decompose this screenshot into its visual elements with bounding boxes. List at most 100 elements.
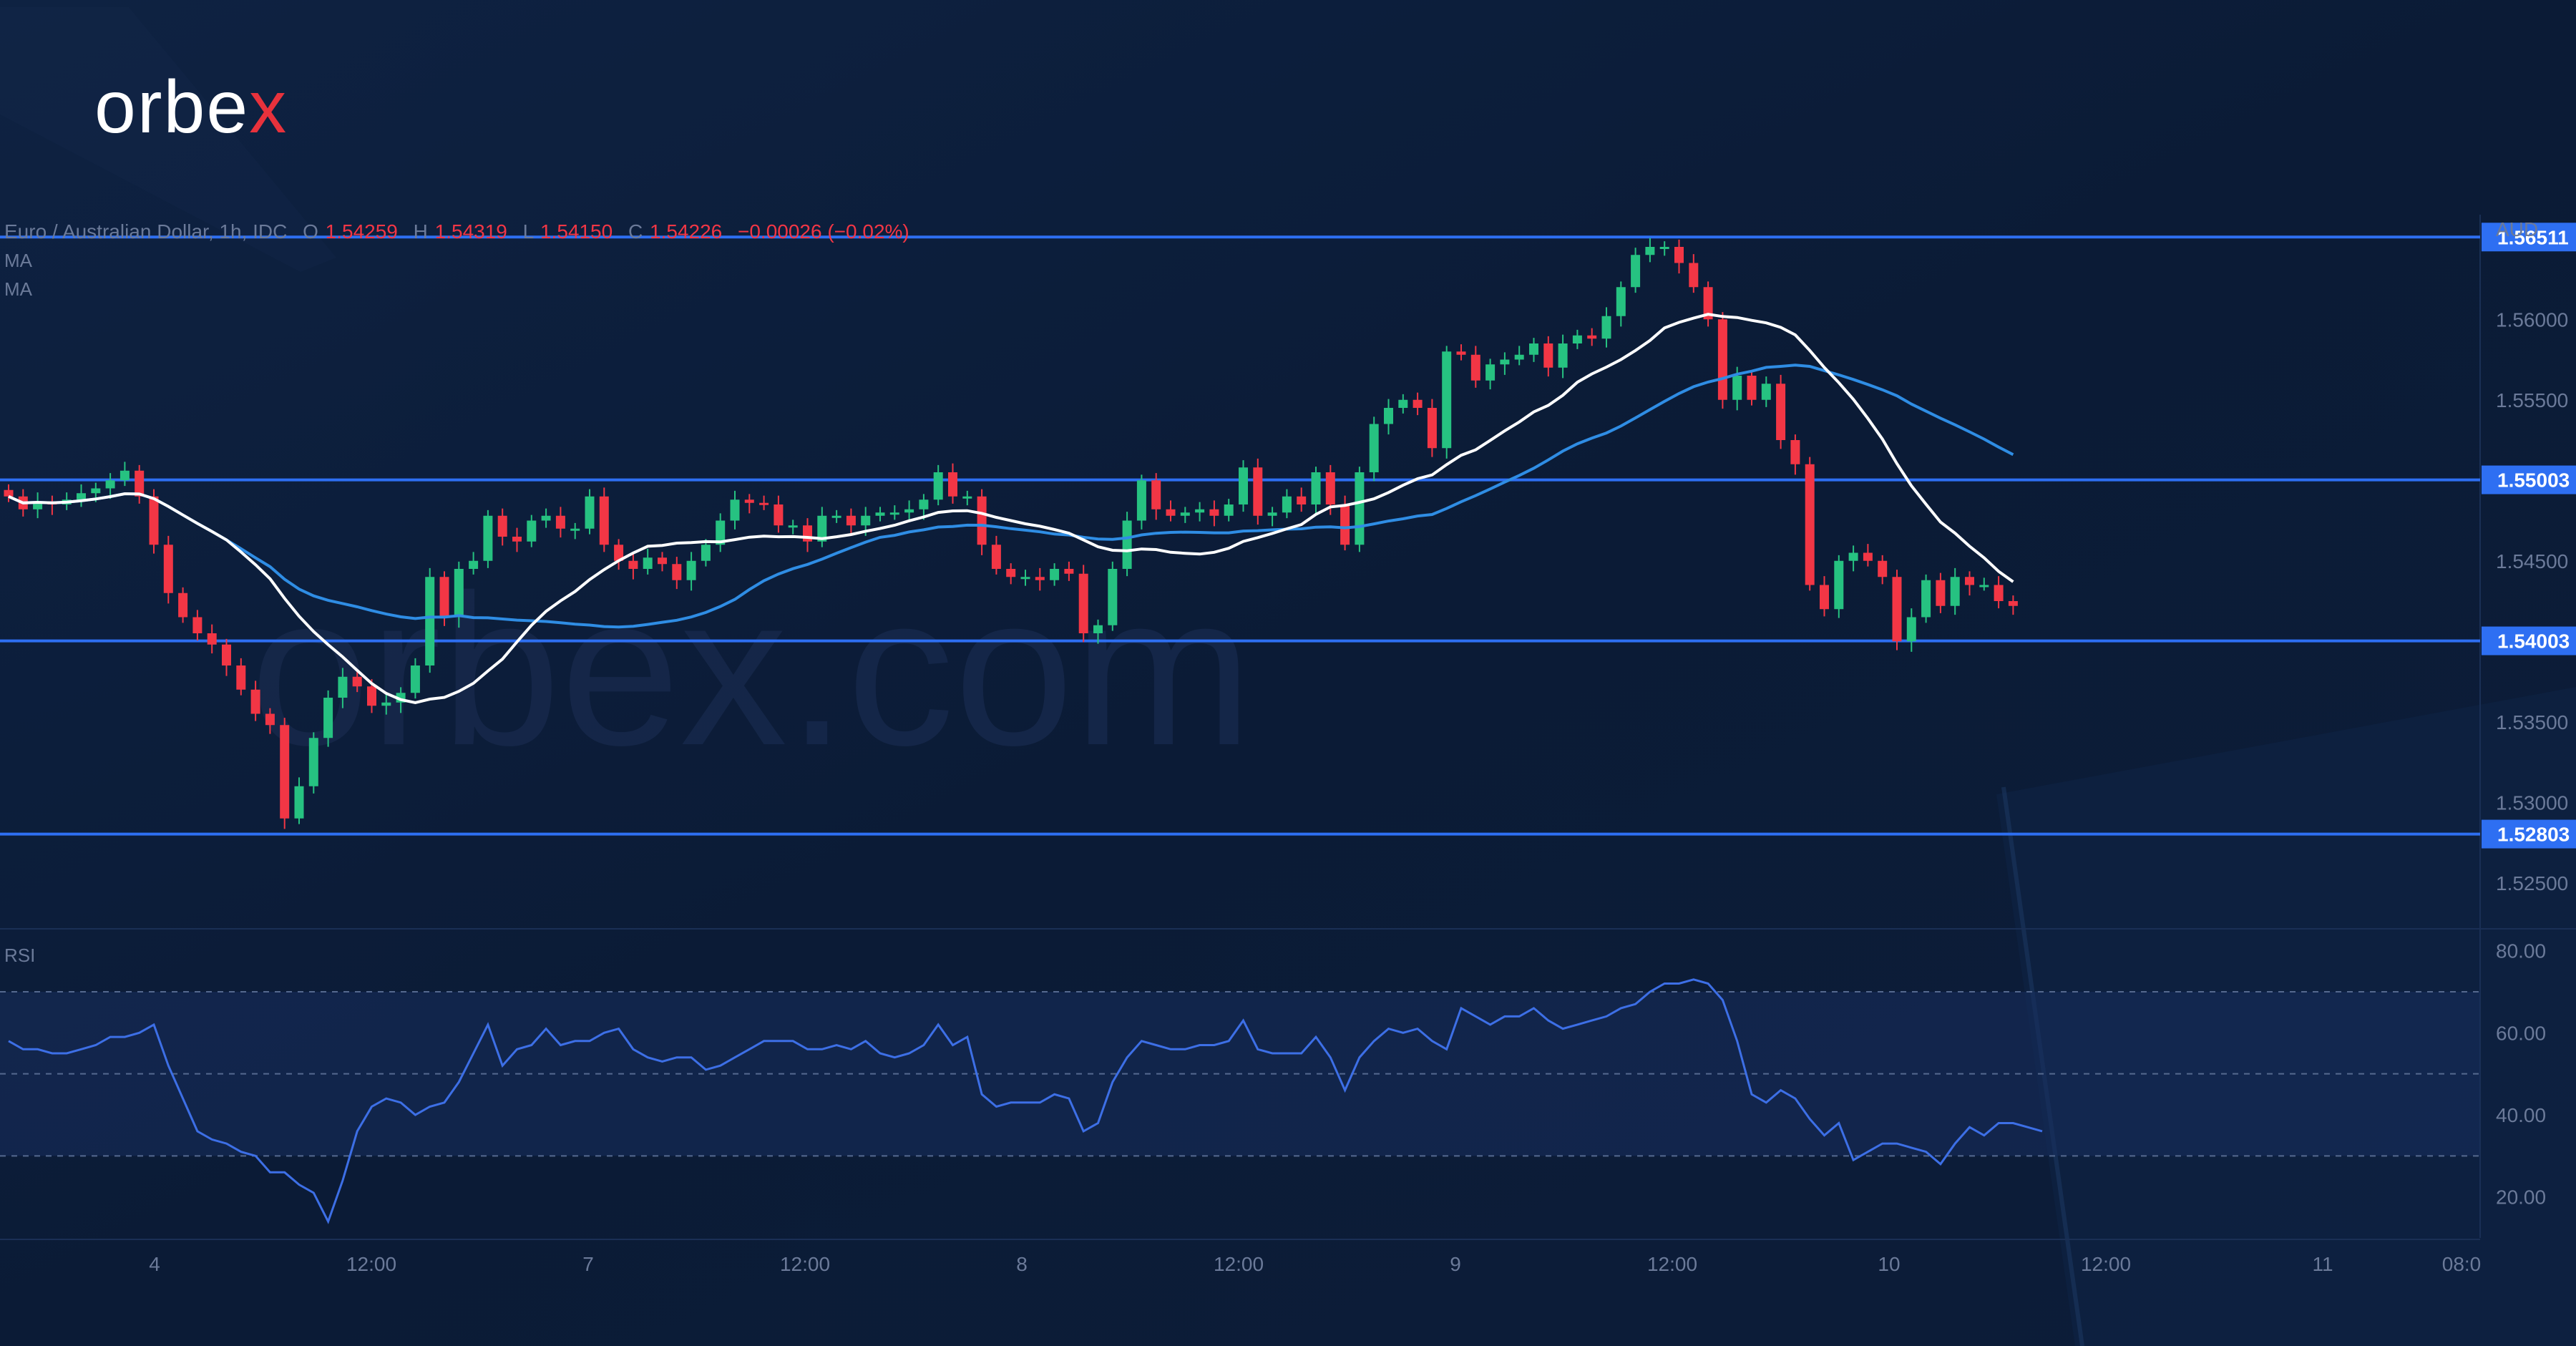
legend-o-value: 1.54259	[326, 220, 398, 243]
candle-body	[1703, 287, 1713, 320]
candle-body	[178, 592, 188, 618]
candle-body	[1427, 408, 1437, 449]
candle-body	[1863, 552, 1873, 561]
candle-body	[1848, 552, 1858, 561]
candle-body	[555, 515, 565, 529]
candle-body	[1093, 625, 1103, 633]
legend-l-label: L	[523, 220, 534, 243]
candle-body	[135, 470, 145, 497]
candle-body	[207, 633, 217, 645]
candle-body	[1369, 424, 1379, 472]
candle-body	[469, 560, 479, 569]
level-tag-label: 1.52803	[2497, 824, 2570, 846]
candle-body	[454, 569, 464, 618]
candle-body	[352, 676, 362, 687]
time-axis: 4 12:00 7 12:00 8 12:00 9 12:00 10 12:00 11 08:0	[149, 1253, 2481, 1275]
decor-shape-left	[0, 7, 336, 272]
candle-body	[1645, 247, 1655, 255]
candle-body	[381, 702, 391, 706]
legend-symbol: Euro / Australian Dollar, 1h, IDC	[4, 220, 287, 243]
candle-body	[1311, 472, 1321, 504]
candle-body	[1659, 247, 1669, 249]
candle-body	[1965, 577, 1974, 585]
rsi-label[interactable]: RSI	[4, 945, 35, 966]
time-tick-label: 08:0	[2442, 1253, 2482, 1275]
candle-body	[686, 560, 696, 580]
candle-body	[1979, 585, 1989, 587]
candle-body	[91, 488, 101, 494]
candle-body	[1078, 573, 1088, 633]
rsi-band-lines	[0, 991, 2480, 1157]
candle-body	[1050, 569, 1060, 580]
candle-body	[105, 480, 115, 489]
candle-body	[527, 520, 537, 542]
candle-body	[948, 472, 957, 497]
candle-body	[875, 512, 885, 516]
rsi-line	[8, 978, 2043, 1224]
time-tick-label: 12:00	[1214, 1253, 1264, 1275]
candle-body	[1108, 569, 1118, 625]
candle-body	[308, 738, 318, 786]
time-tick-label: 12:00	[346, 1253, 396, 1275]
candle-body	[425, 577, 435, 665]
level-tag-bg	[2482, 819, 2576, 849]
candle-body	[1413, 399, 1423, 408]
candle-body	[512, 537, 522, 542]
candle-body	[599, 496, 609, 545]
candle-body	[716, 520, 726, 545]
candle-body	[1674, 247, 1684, 263]
candle-body	[1776, 384, 1786, 440]
candle-body	[701, 545, 711, 561]
legend-c-value: 1.54226	[650, 220, 722, 243]
candle-body	[1122, 520, 1132, 569]
candle-body	[759, 502, 769, 505]
candle-body	[1543, 343, 1553, 368]
candle-body	[1398, 399, 1408, 408]
candle-body	[1906, 617, 1916, 642]
price-tick-label: 1.52500	[2496, 872, 2568, 894]
candle-body	[33, 501, 43, 509]
candle-body	[1689, 263, 1699, 288]
candle-body	[1747, 376, 1757, 400]
legend-ma1[interactable]: MA	[4, 250, 33, 271]
level-tag-label: 1.54003	[2497, 630, 2570, 653]
candle-body	[1325, 472, 1335, 504]
legend-l-value: 1.54150	[540, 220, 613, 243]
candle-body	[1180, 512, 1190, 516]
candle-body	[1790, 440, 1800, 464]
candle-body	[1936, 580, 1946, 606]
price-tick-label: 1.53000	[2496, 791, 2568, 814]
candle-body	[77, 493, 86, 500]
candle-body	[1805, 464, 1815, 585]
candle-body	[1166, 509, 1176, 516]
legend-c-label: C	[628, 220, 643, 243]
candle-body	[1631, 255, 1641, 288]
candle-body	[250, 689, 260, 714]
candle-body	[788, 525, 798, 528]
price-tick-label: 1.55500	[2496, 389, 2568, 411]
candle-body	[1151, 480, 1161, 509]
candle-body	[541, 515, 551, 521]
rsi-tick-label: 80.00	[2496, 940, 2546, 962]
candle-body	[730, 499, 740, 521]
time-tick-label: 12:00	[780, 1253, 830, 1275]
candle-body	[323, 698, 333, 738]
level-tag-label: 1.55003	[2497, 469, 2570, 492]
candle-body	[1834, 560, 1844, 610]
currency-label: AUD	[2496, 218, 2538, 240]
candle-body	[192, 617, 203, 633]
candle-body	[483, 515, 493, 561]
candle-body	[1006, 569, 1016, 577]
ma-fast-line	[8, 313, 2014, 704]
candle-body	[1195, 509, 1205, 513]
level-price-tags: 1.56511 1.55003 1.54003 1.52803	[2482, 223, 2576, 849]
legend-ma2[interactable]: MA	[4, 278, 33, 300]
candle-body	[889, 512, 899, 515]
candle-body	[1921, 580, 1931, 618]
candle-body	[585, 496, 595, 529]
legend-line: Euro / Australian Dollar, 1h, IDC O 1.54…	[4, 220, 909, 243]
candle-body	[163, 545, 173, 593]
candle-body	[774, 504, 784, 526]
